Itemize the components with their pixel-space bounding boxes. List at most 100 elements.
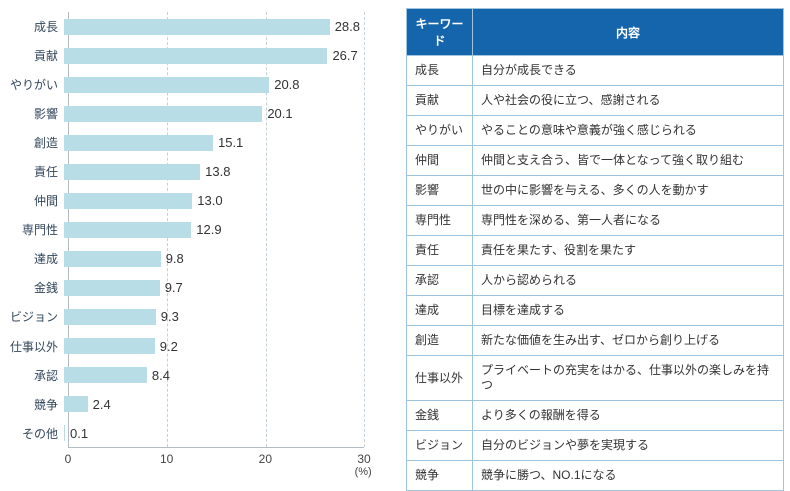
category-label: 責任 [33, 165, 58, 180]
bar-track: 9.7 [64, 279, 360, 296]
description-cell: 専門性を深める、第一人者になる [472, 205, 784, 236]
category-label: 成長 [33, 20, 58, 35]
category-label: 競争 [33, 397, 58, 412]
table-row: 金銭 より多くの報酬を得る [406, 400, 784, 431]
x-axis: 0 10 20 30 (%) [65, 448, 372, 482]
table-body: 成長 自分が成長できる 貢献 人や社会の役に立つ、感謝される やりがい やることの意味や意… [406, 55, 784, 491]
table-row: 成長 自分が成長できる [406, 55, 784, 86]
chart-row: 競争 2.4 [8, 390, 390, 419]
category-label: 承認 [33, 368, 58, 383]
keyword-cell: 成長 [406, 55, 473, 86]
table-row: 責任 責任を果たす、役割を果たす [406, 235, 784, 266]
gridline [265, 12, 267, 447]
value-label: 15.1 [217, 135, 244, 151]
keyword-cell: 仲間 [406, 145, 473, 176]
bar [64, 18, 330, 35]
bar [64, 134, 213, 151]
category-label: 達成 [33, 252, 58, 267]
description-cell: やることの意味や意義が強く感じられる [472, 115, 784, 146]
keyword-cell: ビジョン [406, 430, 473, 461]
chart-row: 承認 8.4 [8, 361, 390, 390]
keyword-cell: 貢献 [406, 85, 473, 116]
category-label: ビジョン [9, 310, 58, 325]
category-label: 金銭 [33, 281, 58, 296]
chart-row: 金銭 9.7 [8, 273, 390, 302]
bar-track: 15.1 [64, 134, 360, 151]
table-row: 専門性 専門性を深める、第一人者になる [406, 205, 784, 236]
bar-track: 28.8 [64, 18, 360, 35]
bar-track: 20.8 [64, 76, 360, 93]
value-label: 9.7 [164, 280, 183, 296]
chart-rows: 成長 28.8 貢献 26.7 やりがい 20.8 影響 20.1 創造 15.1 責任 13.8 仲間… [8, 6, 390, 448]
value-label: 13.8 [205, 164, 231, 180]
description-cell: より多くの報酬を得る [472, 400, 784, 431]
chart-row: 達成 9.8 [8, 244, 390, 273]
table-row: 貢献 人や社会の役に立つ、感謝される [406, 85, 784, 116]
chart-row: その他 0.1 [8, 419, 390, 448]
chart-row: 創造 15.1 [8, 128, 390, 157]
chart-row: ビジョン 9.3 [8, 302, 390, 331]
bar-track: 9.2 [64, 338, 360, 355]
chart-row: やりがい 20.8 [8, 70, 390, 99]
x-axis-unit-label: (%) [354, 465, 372, 478]
description-cell: 仲間と支え合う、皆で一体となって強く取り組む [472, 145, 784, 176]
bar-track: 20.1 [64, 105, 360, 122]
chart-row: 責任 13.8 [8, 157, 390, 186]
category-label: 創造 [33, 136, 58, 151]
description-cell: プライベートの充実をはかる、仕事以外の楽しみを持つ [472, 355, 784, 401]
bar-track: 26.7 [64, 47, 360, 64]
bar-track: 12.9 [64, 221, 360, 238]
table-row: 仲間 仲間と支え合う、皆で一体となって強く取り組む [406, 145, 784, 176]
value-label: 9.2 [159, 338, 178, 354]
category-label: 影響 [33, 107, 58, 122]
chart-row: 貢献 26.7 [8, 41, 390, 70]
description-cell: 競争に勝つ、NO.1になる [472, 460, 784, 491]
bar [64, 367, 147, 384]
table-head: キーワード 内容 [406, 8, 784, 56]
table-row: 競争 競争に勝つ、NO.1になる [406, 460, 784, 491]
category-label: 専門性 [21, 223, 58, 238]
bar-track: 0.1 [64, 425, 360, 442]
bar-track: 9.8 [64, 250, 360, 267]
keyword-cell: 金銭 [406, 400, 473, 431]
table-row: 達成 目標を達成する [406, 295, 784, 326]
table-row: ビジョン 自分のビジョンや夢を実現する [406, 430, 784, 461]
description-cell: 世の中に影響を与える、多くの人を動かす [472, 175, 784, 206]
category-label: その他 [21, 426, 58, 441]
x-tick-label: 20 [258, 451, 273, 466]
keyword-cell: 責任 [406, 235, 473, 266]
keyword-cell: 影響 [406, 175, 473, 206]
keyword-table: キーワード 内容 成長 自分が成長できる 貢献 人や社会の役に立つ、感謝される やりがい… [406, 8, 784, 491]
value-label: 20.8 [274, 77, 300, 93]
chart-row: 専門性 12.9 [8, 215, 390, 244]
table-row: 承認 人から認められる [406, 265, 784, 296]
bar [64, 279, 160, 296]
chart-row: 仕事以外 9.2 [8, 332, 390, 361]
keyword-cell: やりがい [406, 115, 473, 146]
bar [64, 250, 161, 267]
description-cell: 人から認められる [472, 265, 784, 296]
bar [64, 308, 156, 325]
keyword-cell: 専門性 [406, 205, 473, 236]
table-row: 仕事以外 プライベートの充実をはかる、仕事以外の楽しみを持つ [406, 355, 784, 401]
bar-chart: 成長 28.8 貢献 26.7 やりがい 20.8 影響 20.1 創造 15.1 責任 13.8 仲間… [8, 6, 390, 482]
bar [64, 76, 270, 93]
bar-track: 13.0 [64, 192, 360, 209]
x-tick-label: 30 [357, 451, 371, 466]
value-label: 20.1 [267, 106, 293, 122]
description-cell: 目標を達成する [472, 295, 784, 326]
keyword-cell: 仕事以外 [406, 355, 473, 401]
x-tick-label: 10 [159, 451, 174, 466]
table-header-description: 内容 [472, 8, 784, 56]
value-label: 0.1 [69, 425, 89, 441]
bar-track: 2.4 [64, 396, 360, 413]
table-row: やりがい やることの意味や意義が強く感じられる [406, 115, 784, 146]
bar-track: 9.3 [64, 308, 360, 325]
gridline [364, 12, 365, 447]
keyword-cell: 達成 [406, 295, 473, 326]
keyword-cell: 承認 [406, 265, 473, 296]
chart-row: 成長 28.8 [8, 12, 390, 41]
value-label: 28.8 [334, 19, 360, 35]
bar [64, 105, 263, 122]
category-label: やりがい [9, 78, 58, 93]
